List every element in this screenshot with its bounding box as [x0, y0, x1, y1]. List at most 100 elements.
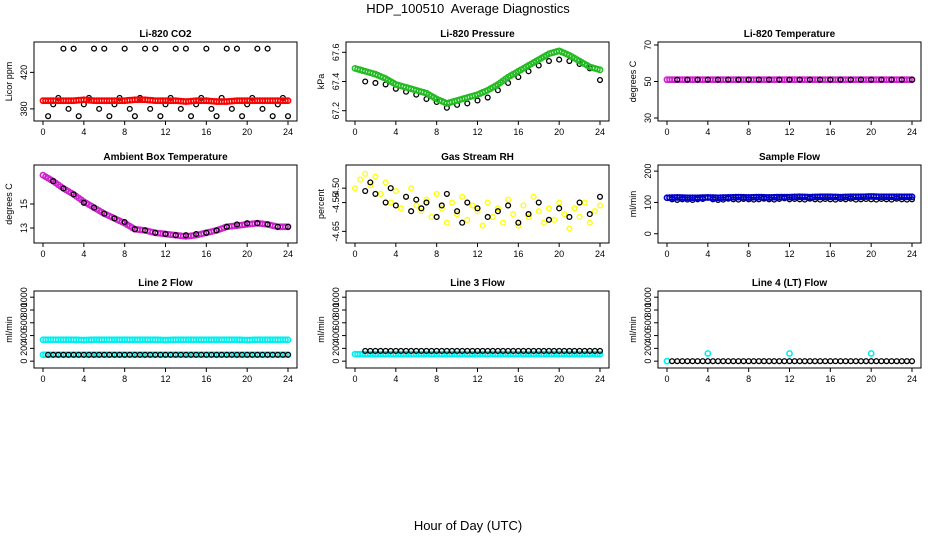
panel-4: Ambient Box Temperature 0 4 8 12 16 20 24 13 15 de…: [4, 152, 298, 259]
x-tick-label: 24: [595, 374, 605, 384]
data-point: [878, 76, 885, 83]
panel-title: Li-820 Pressure: [440, 29, 515, 40]
data-point: [152, 45, 159, 52]
data-point: [735, 358, 742, 365]
data-point: [878, 358, 885, 365]
x-tick-label: 12: [472, 127, 482, 137]
x-tick-label: 12: [472, 374, 482, 384]
x-tick-label: 20: [242, 249, 252, 259]
x-tick-label: 4: [81, 374, 86, 384]
x-tick-label: 8: [746, 249, 751, 259]
data-point: [898, 76, 905, 83]
data-point: [576, 199, 583, 206]
data-point: [571, 205, 578, 212]
data-point: [576, 213, 583, 221]
x-tick-label: 0: [40, 249, 45, 259]
data-point: [126, 105, 133, 112]
data-point: [392, 202, 399, 209]
data-point: [423, 199, 430, 206]
y-tick-label: 30: [643, 113, 653, 123]
data-point: [213, 227, 220, 234]
data-point: [545, 58, 553, 65]
data-point: [131, 113, 138, 120]
y-tick-label: 800: [331, 302, 341, 317]
data-point: [586, 219, 593, 226]
data-point: [525, 213, 532, 221]
data-point: [811, 358, 819, 365]
data-point: [735, 76, 742, 83]
data-point: [694, 358, 701, 365]
data-point: [438, 202, 445, 209]
y-tick-label: 200: [19, 341, 29, 356]
data-point: [694, 76, 701, 83]
data-point: [499, 219, 507, 226]
x-tick-label: 4: [705, 127, 710, 137]
x-tick-label: 4: [393, 374, 398, 384]
data-point: [505, 202, 512, 209]
data-point: [377, 190, 384, 197]
x-tick-label: 20: [866, 127, 876, 137]
data-point: [282, 336, 289, 344]
data-point: [545, 205, 553, 212]
data-point: [847, 358, 854, 365]
y-tick-label: 380: [19, 101, 29, 116]
x-tick-label: 0: [352, 249, 357, 259]
data-point: [827, 358, 834, 365]
series-black: [362, 347, 604, 354]
panel-9: Line 4 (LT) Flow 0 4 8 12 16 20 24 0 200400600800…: [628, 278, 922, 384]
x-tick-label: 16: [513, 127, 523, 137]
data-point: [80, 199, 87, 206]
data-point: [90, 204, 98, 211]
data-point: [408, 185, 415, 192]
data-point: [832, 358, 839, 365]
data-point: [182, 232, 189, 239]
data-point: [740, 358, 747, 365]
x-tick-label: 20: [866, 249, 876, 259]
series-black: [669, 358, 916, 365]
y-tick-label: 13: [19, 223, 29, 233]
series-yellow: [351, 170, 604, 232]
x-tick-label: 24: [595, 127, 605, 137]
data-point: [674, 358, 681, 365]
data-point: [282, 351, 289, 359]
y-tick-label: 0: [331, 359, 341, 364]
y-tick-label: -4.65: [331, 221, 341, 242]
data-point: [106, 113, 113, 120]
y-tick-label: 1000: [19, 287, 29, 307]
data-point: [776, 76, 783, 83]
data-point: [433, 213, 440, 221]
data-point: [867, 350, 875, 357]
x-tick-label: 16: [201, 374, 211, 384]
x-tick-label: 24: [595, 249, 605, 259]
data-point: [906, 193, 913, 201]
data-point: [906, 76, 913, 84]
y-axis-label: Licor ppm: [4, 62, 14, 102]
data-point: [479, 222, 486, 229]
series-black: [362, 179, 604, 226]
data-point: [786, 358, 793, 365]
data-point: [837, 358, 844, 365]
data-point: [596, 350, 604, 358]
data-point: [111, 215, 118, 222]
data-point: [556, 205, 563, 212]
data-point: [362, 170, 369, 177]
data-point: [684, 76, 691, 83]
y-tick-label: 420: [19, 65, 29, 80]
y-axis-label: ml/min: [628, 191, 638, 218]
data-point: [152, 229, 159, 236]
data-point: [474, 97, 481, 104]
data-point: [898, 358, 905, 365]
data-point: [474, 208, 481, 215]
data-point: [489, 213, 496, 221]
data-point: [244, 220, 251, 227]
data-point: [60, 45, 67, 52]
x-tick-label: 16: [201, 127, 211, 137]
data-point: [433, 190, 440, 197]
data-point: [402, 193, 410, 200]
data-point: [771, 358, 778, 365]
data-point: [223, 45, 230, 52]
x-tick-label: 12: [784, 249, 794, 259]
data-point: [264, 45, 271, 52]
y-tick-label: 0: [643, 359, 653, 364]
data-point: [213, 113, 220, 120]
